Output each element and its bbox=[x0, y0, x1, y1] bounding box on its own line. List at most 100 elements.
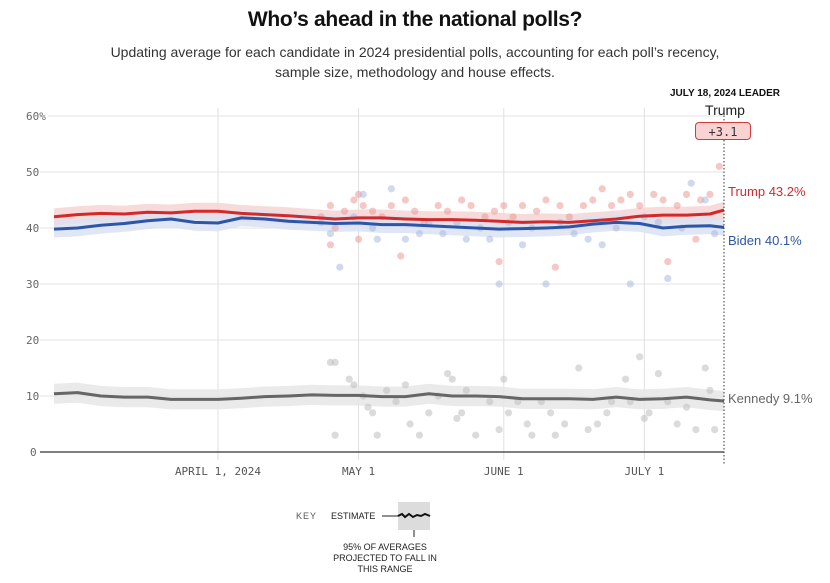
kennedy-poll-point bbox=[645, 409, 653, 417]
kennedy-poll-point bbox=[415, 431, 424, 439]
kennedy-poll-point bbox=[711, 426, 719, 434]
trump-poll-point bbox=[626, 190, 634, 198]
kennedy-poll-point bbox=[486, 398, 494, 406]
kennedy-poll-point bbox=[425, 409, 433, 417]
trump-poll-point bbox=[579, 202, 588, 210]
biden-poll-point bbox=[518, 241, 527, 249]
kennedy-poll-point bbox=[401, 381, 409, 389]
biden-poll-point bbox=[387, 185, 395, 193]
kennedy-poll-point bbox=[584, 426, 592, 434]
key-range-note-3: THIS RANGE bbox=[357, 564, 413, 574]
biden-poll-point bbox=[336, 263, 344, 271]
y-tick-label: 30 bbox=[26, 278, 39, 291]
kennedy-poll-point bbox=[682, 403, 691, 411]
kennedy-end-label: Kennedy 9.1% bbox=[728, 391, 813, 406]
leader-margin-badge: +3.1 bbox=[695, 122, 751, 140]
trump-poll-point bbox=[397, 252, 405, 260]
trump-poll-point bbox=[715, 162, 723, 170]
trump-poll-point bbox=[518, 202, 527, 210]
trump-poll-point bbox=[692, 235, 700, 243]
kennedy-poll-point bbox=[443, 370, 452, 378]
key-estimate-label: ESTIMATE bbox=[331, 511, 376, 521]
y-tick-label: 40 bbox=[26, 222, 39, 235]
kennedy-poll-point bbox=[383, 386, 391, 394]
biden-poll-point bbox=[711, 230, 719, 238]
kennedy-poll-point bbox=[462, 386, 470, 394]
kennedy-poll-point bbox=[500, 375, 508, 383]
kennedy-poll-point bbox=[472, 431, 480, 439]
kennedy-poll-point bbox=[369, 409, 377, 417]
poll-points bbox=[317, 162, 723, 439]
biden-poll-point bbox=[401, 235, 409, 243]
trump-poll-point bbox=[326, 202, 335, 210]
trump-poll-point bbox=[326, 241, 335, 249]
trump-poll-point bbox=[443, 207, 452, 215]
trump-poll-point bbox=[551, 263, 559, 271]
y-tick-label: 10 bbox=[26, 390, 39, 403]
trump-poll-point bbox=[589, 196, 597, 204]
kennedy-poll-point bbox=[607, 398, 616, 406]
kennedy-poll-point bbox=[692, 426, 700, 434]
trump-poll-point bbox=[434, 202, 442, 210]
kennedy-poll-point bbox=[331, 431, 339, 439]
kennedy-poll-point bbox=[551, 431, 559, 439]
kennedy-poll-point bbox=[603, 409, 611, 417]
biden-poll-point bbox=[687, 179, 695, 187]
kennedy-poll-point bbox=[547, 409, 555, 417]
biden-poll-point bbox=[326, 230, 335, 238]
x-tick-label: JUNE 1 bbox=[484, 465, 524, 478]
kennedy-average-line bbox=[53, 391, 725, 403]
kennedy-poll-point bbox=[523, 420, 531, 428]
kennedy-poll-point bbox=[575, 364, 583, 372]
biden-poll-point bbox=[654, 218, 663, 226]
kennedy-poll-point bbox=[654, 370, 663, 378]
trump-poll-point bbox=[682, 190, 691, 198]
kennedy-poll-point bbox=[706, 386, 714, 394]
trump-poll-point bbox=[411, 207, 419, 215]
key-label: KEY bbox=[296, 511, 318, 521]
biden-poll-point bbox=[664, 274, 672, 282]
kennedy-poll-point bbox=[504, 409, 513, 417]
kennedy-poll-point bbox=[701, 364, 709, 372]
kennedy-poll-point bbox=[528, 431, 536, 439]
trump-poll-point bbox=[556, 202, 564, 210]
axes: 0 10 20 30 40 50 60% APRIL 1, 2024 MAY 1 JUNE 1 JU… bbox=[26, 110, 725, 478]
kennedy-poll-point bbox=[448, 375, 456, 383]
kennedy-poll-point bbox=[593, 420, 602, 428]
kennedy-poll-point bbox=[561, 420, 569, 428]
key-graphic bbox=[382, 502, 431, 537]
trump-poll-point bbox=[500, 202, 508, 210]
biden-poll-point bbox=[626, 280, 634, 288]
kennedy-poll-point bbox=[331, 358, 339, 366]
biden-average-line bbox=[53, 216, 725, 231]
biden-poll-point bbox=[701, 196, 709, 204]
biden-poll-point bbox=[584, 235, 592, 243]
kennedy-poll-point bbox=[622, 375, 630, 383]
trump-average-line bbox=[53, 208, 725, 224]
kennedy-poll-point bbox=[373, 431, 381, 439]
biden-poll-point bbox=[495, 280, 503, 288]
biden-poll-point bbox=[359, 190, 367, 198]
y-tick-label: 50 bbox=[26, 166, 39, 179]
trump-poll-point bbox=[509, 213, 517, 221]
kennedy-poll-point bbox=[364, 403, 372, 411]
biden-end-label: Biden 40.1% bbox=[728, 233, 802, 248]
biden-poll-point bbox=[570, 230, 578, 238]
biden-poll-point bbox=[415, 230, 424, 238]
y-tick-label: 60% bbox=[26, 110, 46, 123]
biden-poll-point bbox=[612, 224, 620, 232]
biden-poll-point bbox=[373, 235, 381, 243]
trump-poll-point bbox=[565, 213, 573, 221]
kennedy-poll-point bbox=[636, 353, 644, 361]
kennedy-poll-point bbox=[673, 420, 681, 428]
biden-poll-point bbox=[369, 224, 377, 232]
trump-poll-point bbox=[532, 207, 541, 215]
trump-end-label: Trump 43.2% bbox=[728, 184, 806, 199]
kennedy-poll-point bbox=[458, 409, 466, 417]
trump-poll-point bbox=[664, 258, 672, 266]
trump-poll-point bbox=[340, 207, 349, 215]
kennedy-poll-point bbox=[392, 398, 400, 406]
trump-poll-point bbox=[650, 190, 658, 198]
trump-poll-point bbox=[673, 202, 681, 210]
